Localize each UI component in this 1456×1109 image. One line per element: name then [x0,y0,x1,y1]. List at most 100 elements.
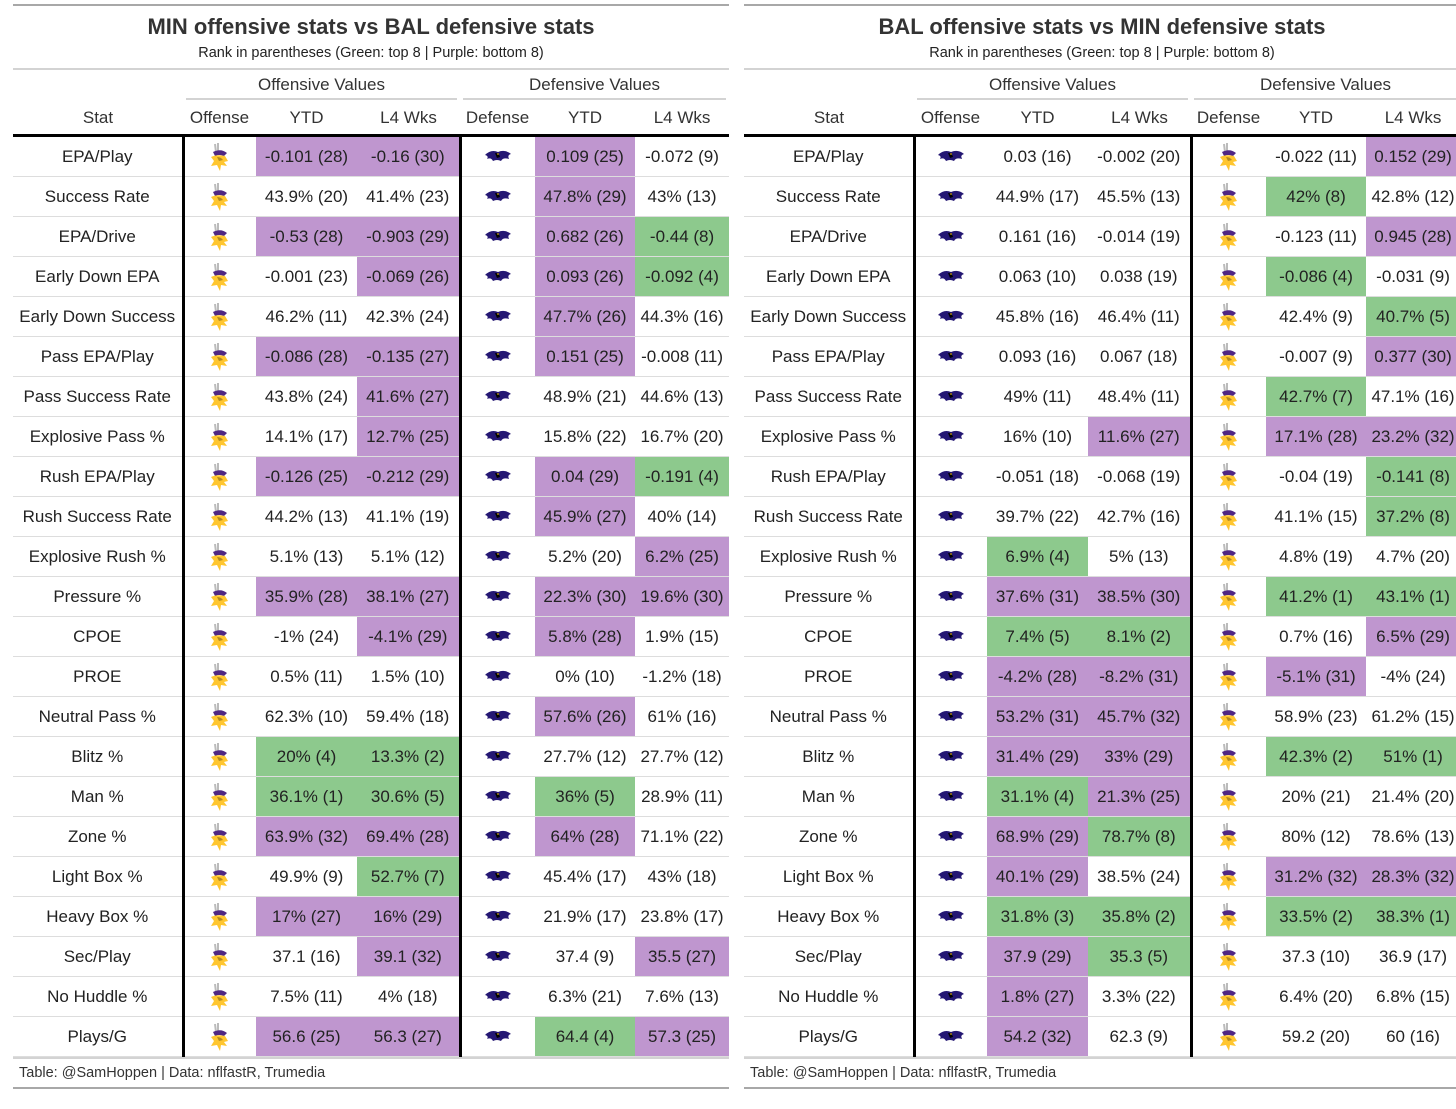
defense-logo-cell [1189,456,1267,497]
column-header-stat[interactable]: Stat [744,102,914,137]
column-header-off-ytd[interactable]: YTD [256,102,357,137]
stat-name: Early Down EPA [744,256,914,297]
ravens-logo-icon [483,386,513,405]
defense-l4wks-cell: -1.2% (18) [635,656,729,697]
stat-name: Rush Success Rate [13,496,183,537]
offense-ytd-cell: 16% (10) [987,416,1088,457]
ravens-logo-icon [936,266,966,285]
defense-ytd-cell: 48.9% (21) [535,376,636,417]
offense-l4wks-cell: 42.7% (16) [1088,496,1192,537]
defense-ytd-cell: 6.3% (21) [535,976,636,1017]
defense-ytd-cell: 80% (12) [1266,816,1367,857]
ravens-logo-icon [936,946,966,965]
offense-logo-cell [181,896,256,937]
stat-name: Sec/Play [744,936,914,977]
ravens-logo-icon [936,746,966,765]
defense-logo-cell [1189,856,1267,897]
defense-logo-cell [458,416,536,457]
ravens-logo-icon [936,866,966,885]
min-offense-table-panel: MIN offensive stats vs BAL defensive sta… [13,0,729,1109]
vikings-logo-icon [207,742,233,771]
offense-l4wks-cell: -0.002 (20) [1088,135,1192,177]
defense-logo-cell [458,216,536,257]
offense-logo-cell [912,296,987,337]
ravens-logo-icon [483,746,513,765]
table-row: Pass Success Rate 49% (11) 48.4% (11) 42.7%… [744,376,1456,417]
vikings-logo-icon [1216,462,1242,491]
defense-l4wks-cell: -0.191 (4) [635,456,729,497]
ravens-logo-icon [483,546,513,565]
stat-name: EPA/Drive [13,216,183,257]
defense-ytd-cell: -0.04 (19) [1266,456,1367,497]
offense-l4wks-cell: -0.16 (30) [357,135,461,177]
offense-ytd-cell: 7.5% (11) [256,976,357,1017]
column-header-off-l4wks[interactable]: L4 Wks [357,102,461,137]
defense-logo-cell [458,816,536,857]
offense-logo-cell [912,256,987,297]
offense-ytd-cell: 14.1% (17) [256,416,357,457]
table-row: No Huddle % 7.5% (11) 4% (18) 6.3% (21) 7.6%… [13,976,729,1017]
vikings-logo-icon [207,302,233,331]
offense-l4wks-cell: 52.7% (7) [357,856,461,897]
offense-logo-cell [912,616,987,657]
column-header-defense[interactable]: Defense [1191,102,1267,137]
offense-l4wks-cell: 8.1% (2) [1088,616,1192,657]
column-header-def-l4wks[interactable]: L4 Wks [635,102,729,137]
offense-ytd-cell: 40.1% (29) [987,856,1088,897]
offense-l4wks-cell: 1.5% (10) [357,656,461,697]
ravens-logo-icon [936,1026,966,1045]
offense-l4wks-cell: 69.4% (28) [357,816,461,857]
defense-logo-cell [1189,976,1267,1017]
offense-logo-cell [912,656,987,697]
stat-name: Heavy Box % [13,896,183,937]
offense-logo-cell [181,296,256,337]
column-header-offense[interactable]: Offense [183,102,256,137]
stat-name: Rush Success Rate [744,496,914,537]
ravens-logo-icon [936,786,966,805]
defense-l4wks-cell: -0.44 (8) [635,216,729,257]
column-header-off-l4wks[interactable]: L4 Wks [1088,102,1192,137]
defense-l4wks-cell: -0.008 (11) [635,336,729,377]
table-row: Plays/G 54.2 (32) 62.3 (9) 59.2 (20) 60 (16) [744,1016,1456,1057]
offense-ytd-cell: 56.6 (25) [256,1016,357,1057]
defense-logo-cell [1189,656,1267,697]
defense-ytd-cell: 42% (8) [1266,176,1367,217]
table-row: Explosive Pass % 14.1% (17) 12.7% (25) 15.8… [13,416,729,457]
column-header-off-ytd[interactable]: YTD [987,102,1088,137]
defense-logo-cell [458,135,536,177]
column-header-def-ytd[interactable]: YTD [1266,102,1367,137]
offense-l4wks-cell: 38.5% (30) [1088,576,1192,617]
stat-name: Success Rate [744,176,914,217]
table-container: BAL offensive stats vs MIN defensive sta… [744,4,1456,1089]
column-header-stat[interactable]: Stat [13,102,183,137]
offense-l4wks-cell: 39.1 (32) [357,936,461,977]
defense-l4wks-cell: 43.1% (1) [1366,576,1456,617]
table-row: Pass EPA/Play 0.093 (16) 0.067 (18) -0.007 … [744,336,1456,377]
stat-name: Plays/G [13,1016,183,1057]
vikings-logo-icon [207,422,233,451]
ravens-logo-icon [936,666,966,685]
ravens-logo-icon [936,706,966,725]
top-rule [744,4,1456,6]
table-row: Blitz % 31.4% (29) 33% (29) 42.3% (2) 51% (1… [744,736,1456,777]
offense-ytd-cell: -0.001 (23) [256,256,357,297]
offense-l4wks-cell: 45.7% (32) [1088,696,1192,737]
offense-ytd-cell: 37.6% (31) [987,576,1088,617]
column-header-def-l4wks[interactable]: L4 Wks [1366,102,1456,137]
defense-ytd-cell: 0% (10) [535,656,636,697]
column-header-def-ytd[interactable]: YTD [535,102,636,137]
offense-l4wks-cell: 41.1% (19) [357,496,461,537]
offense-l4wks-cell: -4.1% (29) [357,616,461,657]
offense-ytd-cell: 53.2% (31) [987,696,1088,737]
ravens-logo-icon [483,146,513,165]
defense-ytd-cell: 64.4 (4) [535,1016,636,1057]
table-row: Explosive Rush % 5.1% (13) 5.1% (12) 5.2% (… [13,536,729,577]
defense-l4wks-cell: 21.4% (20) [1366,776,1456,817]
vikings-logo-icon [1216,502,1242,531]
vikings-logo-icon [207,462,233,491]
offense-ytd-cell: 35.9% (28) [256,576,357,617]
column-header-defense[interactable]: Defense [460,102,536,137]
offense-l4wks-cell: -0.069 (26) [357,256,461,297]
table-row: Man % 36.1% (1) 30.6% (5) 36% (5) 28.9% (11) [13,776,729,817]
column-header-offense[interactable]: Offense [914,102,987,137]
